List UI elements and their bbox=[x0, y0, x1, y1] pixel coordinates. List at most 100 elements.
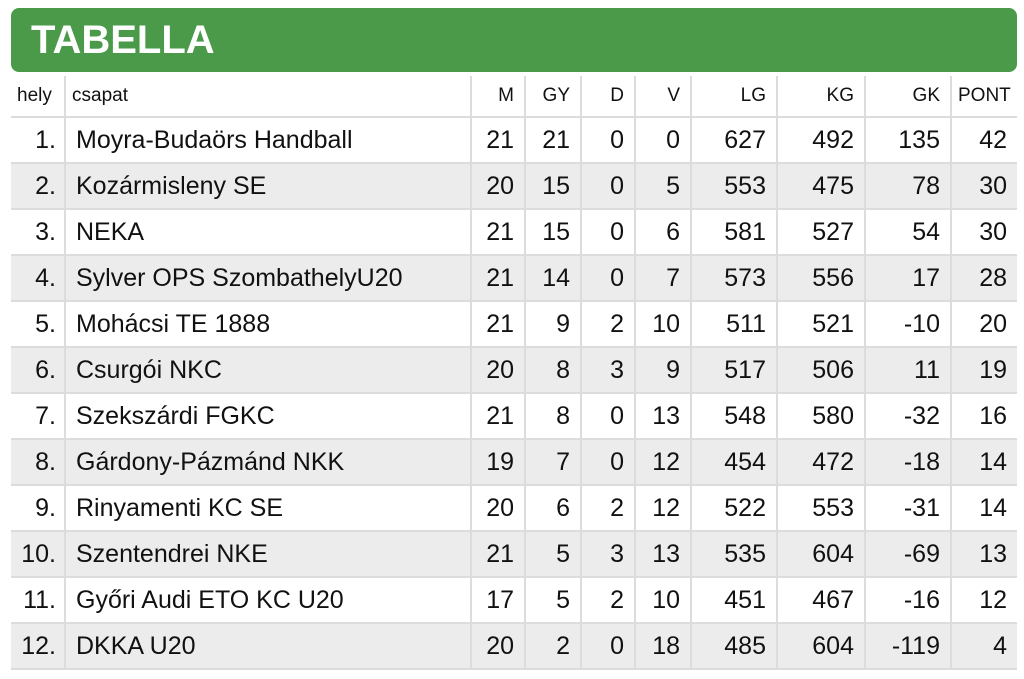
matches-cell: 20 bbox=[470, 622, 525, 670]
goals-against-cell: 467 bbox=[776, 576, 865, 623]
points-cell: 28 bbox=[950, 254, 1017, 301]
matches-cell: 21 bbox=[470, 208, 525, 255]
goals-against-cell: 556 bbox=[776, 254, 865, 301]
team-name-cell: Sylver OPS SzombathelyU20 bbox=[64, 254, 471, 301]
points-cell: 12 bbox=[950, 576, 1017, 623]
draws-cell: 0 bbox=[580, 622, 635, 670]
goal-difference-cell: -18 bbox=[864, 438, 951, 485]
team-name-cell: Moyra-Budaörs Handball bbox=[64, 116, 471, 163]
team-name-cell: Szekszárdi FGKC bbox=[64, 392, 471, 439]
table-row: 12. DKKA U20 20 2 0 18 485 604 -119 4 bbox=[11, 622, 1017, 670]
losses-cell: 0 bbox=[634, 116, 691, 163]
losses-cell: 10 bbox=[634, 300, 691, 347]
losses-cell: 6 bbox=[634, 208, 691, 255]
position-cell: 4. bbox=[11, 254, 65, 301]
standings-table: hely csapat M GY D V LG KG GK PONT 1. Moy… bbox=[11, 76, 1017, 670]
matches-cell: 21 bbox=[470, 300, 525, 347]
header-row: hely csapat M GY D V LG KG GK PONT bbox=[11, 76, 1017, 117]
matches-cell: 17 bbox=[470, 576, 525, 623]
wins-cell: 8 bbox=[524, 392, 581, 439]
draws-cell: 2 bbox=[580, 300, 635, 347]
goals-against-cell: 604 bbox=[776, 622, 865, 670]
wins-cell: 15 bbox=[524, 162, 581, 209]
goals-against-cell: 506 bbox=[776, 346, 865, 393]
table-row: 10. Szentendrei NKE 21 5 3 13 535 604 -69 13 bbox=[11, 530, 1017, 577]
points-cell: 16 bbox=[950, 392, 1017, 439]
draws-cell: 2 bbox=[580, 576, 635, 623]
goals-for-cell: 627 bbox=[690, 116, 777, 163]
wins-cell: 8 bbox=[524, 346, 581, 393]
goal-difference-cell: 54 bbox=[864, 208, 951, 255]
column-header-gk: GK bbox=[864, 76, 951, 117]
goal-difference-cell: -32 bbox=[864, 392, 951, 439]
team-name-cell: Gárdony-Pázmánd NKK bbox=[64, 438, 471, 485]
wins-cell: 5 bbox=[524, 576, 581, 623]
points-cell: 14 bbox=[950, 438, 1017, 485]
wins-cell: 7 bbox=[524, 438, 581, 485]
draws-cell: 0 bbox=[580, 254, 635, 301]
goals-for-cell: 573 bbox=[690, 254, 777, 301]
points-cell: 14 bbox=[950, 484, 1017, 531]
table-row: 4. Sylver OPS SzombathelyU20 21 14 0 7 573 556 1… bbox=[11, 254, 1017, 301]
team-name-cell: Szentendrei NKE bbox=[64, 530, 471, 577]
goals-against-cell: 521 bbox=[776, 300, 865, 347]
position-cell: 2. bbox=[11, 162, 65, 209]
goals-for-cell: 522 bbox=[690, 484, 777, 531]
matches-cell: 20 bbox=[470, 346, 525, 393]
draws-cell: 0 bbox=[580, 438, 635, 485]
goals-for-cell: 535 bbox=[690, 530, 777, 577]
column-header-lg: LG bbox=[690, 76, 777, 117]
position-cell: 9. bbox=[11, 484, 65, 531]
goal-difference-cell: 135 bbox=[864, 116, 951, 163]
wins-cell: 15 bbox=[524, 208, 581, 255]
table-row: 8. Gárdony-Pázmánd NKK 19 7 0 12 454 472 -18 14 bbox=[11, 438, 1017, 485]
matches-cell: 20 bbox=[470, 162, 525, 209]
column-header-m: M bbox=[470, 76, 525, 117]
wins-cell: 21 bbox=[524, 116, 581, 163]
goal-difference-cell: -16 bbox=[864, 576, 951, 623]
draws-cell: 0 bbox=[580, 208, 635, 255]
draws-cell: 0 bbox=[580, 392, 635, 439]
goals-against-cell: 527 bbox=[776, 208, 865, 255]
losses-cell: 13 bbox=[634, 530, 691, 577]
goals-for-cell: 511 bbox=[690, 300, 777, 347]
losses-cell: 7 bbox=[634, 254, 691, 301]
goals-for-cell: 451 bbox=[690, 576, 777, 623]
goal-difference-cell: -119 bbox=[864, 622, 951, 670]
position-cell: 11. bbox=[11, 576, 65, 623]
draws-cell: 0 bbox=[580, 162, 635, 209]
losses-cell: 9 bbox=[634, 346, 691, 393]
goal-difference-cell: -69 bbox=[864, 530, 951, 577]
goals-for-cell: 553 bbox=[690, 162, 777, 209]
goal-difference-cell: 17 bbox=[864, 254, 951, 301]
column-header-hely: hely bbox=[17, 85, 52, 106]
losses-cell: 10 bbox=[634, 576, 691, 623]
points-cell: 30 bbox=[950, 208, 1017, 255]
goals-against-cell: 492 bbox=[776, 116, 865, 163]
goals-against-cell: 553 bbox=[776, 484, 865, 531]
table-row: 3. NEKA 21 15 0 6 581 527 54 30 bbox=[11, 208, 1017, 255]
goals-for-cell: 517 bbox=[690, 346, 777, 393]
table-row: 11. Győri Audi ETO KC U20 17 5 2 10 451 467 -16 1… bbox=[11, 576, 1017, 623]
column-header-kg: KG bbox=[776, 76, 865, 117]
column-header-gy: GY bbox=[524, 76, 581, 117]
table-row: 5. Mohácsi TE 1888 21 9 2 10 511 521 -10 20 bbox=[11, 300, 1017, 347]
points-cell: 20 bbox=[950, 300, 1017, 347]
losses-cell: 12 bbox=[634, 484, 691, 531]
wins-cell: 14 bbox=[524, 254, 581, 301]
goal-difference-cell: -31 bbox=[864, 484, 951, 531]
matches-cell: 21 bbox=[470, 530, 525, 577]
goals-for-cell: 548 bbox=[690, 392, 777, 439]
draws-cell: 3 bbox=[580, 346, 635, 393]
position-cell: 5. bbox=[11, 300, 65, 347]
standings-header: TABELLA bbox=[11, 8, 1017, 72]
position-cell: 3. bbox=[11, 208, 65, 255]
position-cell: 8. bbox=[11, 438, 65, 485]
table-row: 7. Szekszárdi FGKC 21 8 0 13 548 580 -32 16 bbox=[11, 392, 1017, 439]
goal-difference-cell: 78 bbox=[864, 162, 951, 209]
team-name-cell: Kozármisleny SE bbox=[64, 162, 471, 209]
table-row: 2. Kozármisleny SE 20 15 0 5 553 475 78 30 bbox=[11, 162, 1017, 209]
table-row: 6. Csurgói NKC 20 8 3 9 517 506 11 19 bbox=[11, 346, 1017, 393]
team-name-cell: Rinyamenti KC SE bbox=[64, 484, 471, 531]
draws-cell: 2 bbox=[580, 484, 635, 531]
